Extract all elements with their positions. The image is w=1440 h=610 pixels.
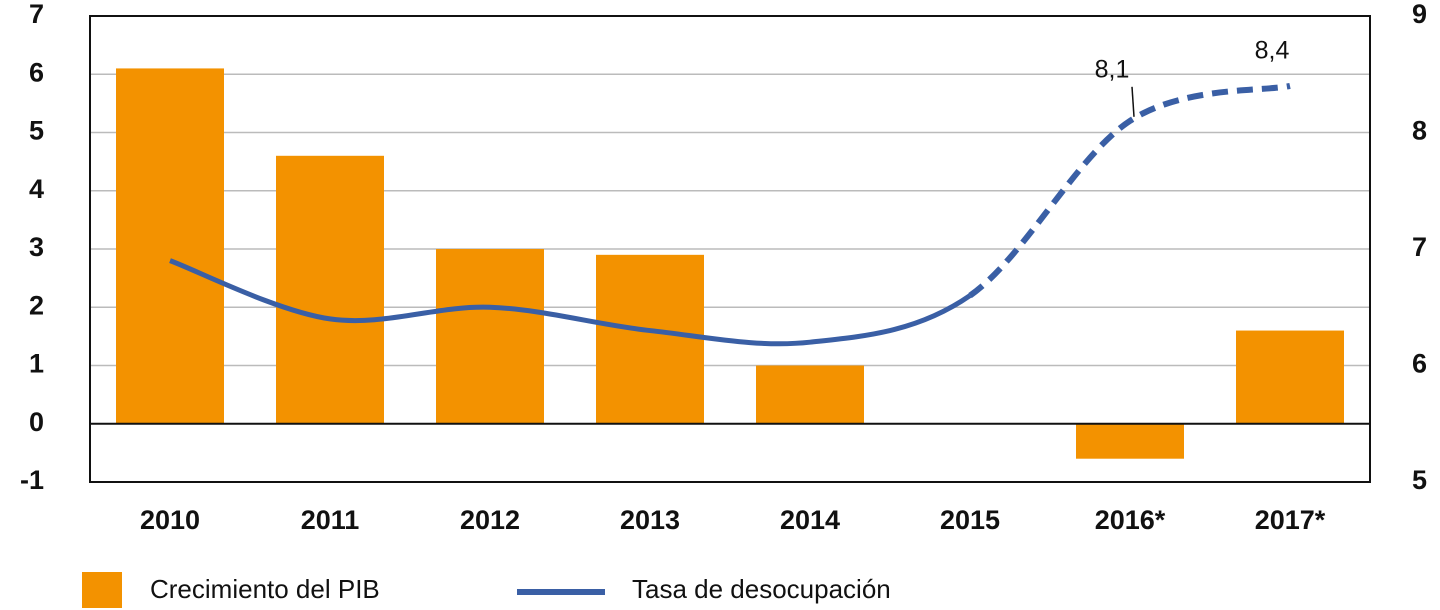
y2-tick-label: 7 (1412, 232, 1427, 262)
bar (116, 68, 224, 424)
y-tick-label: -1 (20, 465, 44, 495)
bar (1236, 330, 1344, 424)
leader-line (1131, 86, 1135, 117)
y2-tick-label: 6 (1412, 349, 1427, 379)
x-tick-label: 2013 (620, 505, 680, 535)
line-solid (169, 258, 972, 347)
x-tick-label: 2015 (940, 505, 1000, 535)
y-tick-label: 3 (29, 232, 44, 262)
plot-frame (89, 15, 1371, 483)
data-label: 8,4 (1255, 37, 1290, 65)
x-tick-label: 2017* (1255, 505, 1326, 535)
legend-swatch (82, 572, 122, 608)
x-tick-label: 2014 (780, 505, 840, 535)
x-tick-label: 2016* (1095, 505, 1166, 535)
x-tick-label: 2010 (140, 505, 200, 535)
x-tick-label: 2012 (460, 505, 520, 535)
data-label: 8,1 (1095, 55, 1130, 83)
y-tick-label: 7 (29, 0, 44, 29)
bar (756, 365, 864, 424)
y2-tick-label: 8 (1412, 116, 1427, 146)
y-tick-label: 2 (29, 290, 44, 320)
y-tick-label: 1 (29, 349, 44, 379)
y-tick-label: 4 (29, 174, 44, 204)
line-dashed (968, 82, 1291, 299)
bar (436, 249, 544, 424)
x-tick-label: 2011 (301, 505, 360, 535)
y-tick-label: 0 (29, 407, 44, 437)
bar (1076, 423, 1184, 459)
bar (596, 254, 704, 424)
y2-tick-label: 9 (1412, 0, 1427, 29)
y-tick-label: 6 (29, 57, 44, 87)
legend-label: Tasa de desocupación (632, 574, 891, 604)
y2-tick-label: 5 (1412, 465, 1427, 495)
bar (276, 155, 384, 424)
y-tick-label: 5 (29, 116, 44, 146)
legend-label: Crecimiento del PIB (150, 574, 380, 604)
